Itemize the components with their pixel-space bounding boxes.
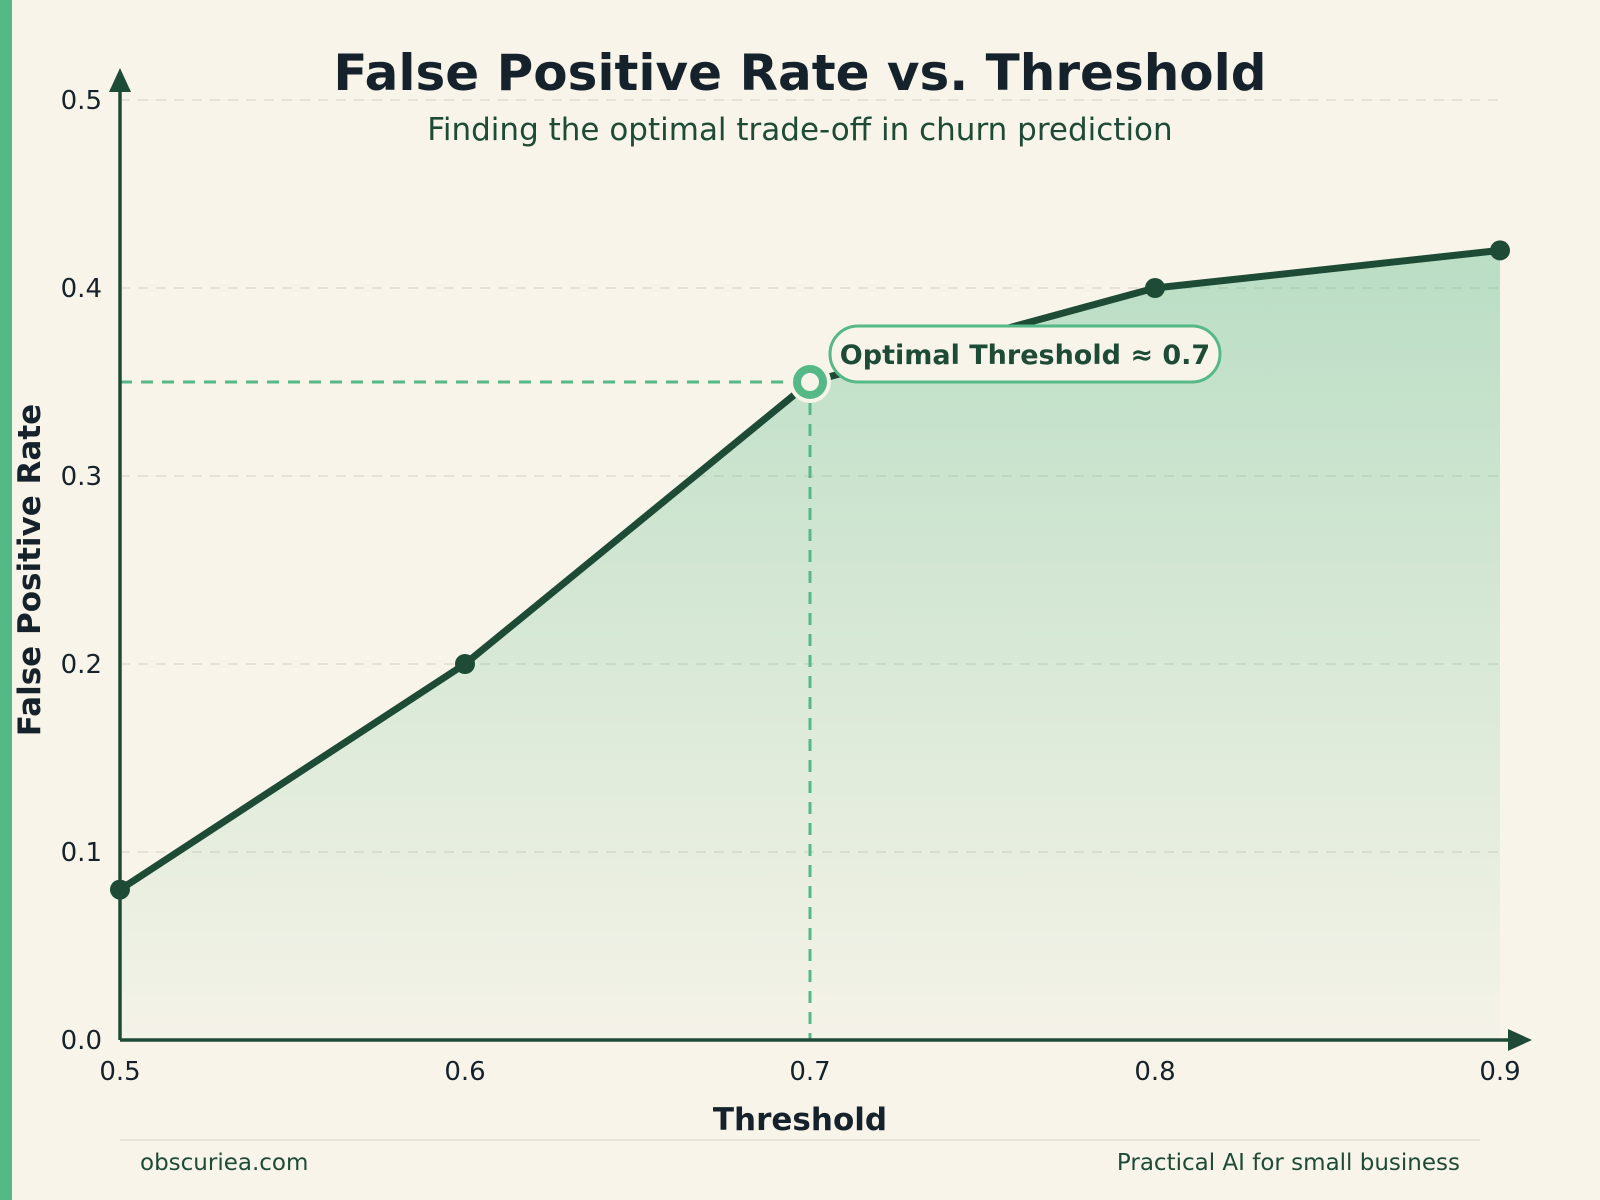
y-tick-label: 0.4	[61, 274, 102, 304]
chart-subtitle: Finding the optimal trade-off in churn p…	[427, 112, 1172, 148]
annotation-box	[828, 324, 1222, 384]
y-tick-labels: 0.0 0.1 0.2 0.3 0.4 0.5	[61, 86, 102, 1056]
x-tick-label: 0.5	[99, 1057, 140, 1087]
footer-site: obscuriea.com	[140, 1150, 308, 1176]
x-tick-labels: 0.5 0.6 0.7 0.8 0.9	[99, 1057, 1520, 1087]
y-tick-label: 0.0	[61, 1026, 102, 1056]
x-axis-label: Threshold	[713, 1102, 887, 1138]
x-axis-arrow	[1508, 1029, 1532, 1051]
y-tick-label: 0.3	[61, 462, 102, 492]
accent-bar	[0, 0, 12, 1200]
data-point	[110, 879, 130, 900]
x-tick-label: 0.9	[1479, 1057, 1520, 1087]
data-point	[1145, 278, 1165, 298]
x-tick-label: 0.7	[789, 1057, 830, 1087]
y-tick-label: 0.2	[61, 650, 102, 680]
data-point	[1490, 240, 1510, 261]
y-axis-label: False Positive Rate	[12, 404, 48, 736]
chart-title: False Positive Rate vs. Threshold	[333, 44, 1266, 102]
y-tick-label: 0.5	[61, 86, 102, 116]
annotation-text: Optimal Threshold ≈ 0.7	[840, 340, 1210, 371]
x-tick-label: 0.6	[444, 1057, 485, 1087]
y-tick-label: 0.1	[61, 838, 102, 868]
y-axis-arrow	[109, 68, 131, 92]
optimal-point-center	[801, 373, 819, 391]
footer-tagline: Practical AI for small business	[1117, 1150, 1460, 1176]
data-points	[110, 240, 1510, 900]
x-tick-label: 0.8	[1134, 1057, 1175, 1087]
data-point	[455, 654, 475, 674]
